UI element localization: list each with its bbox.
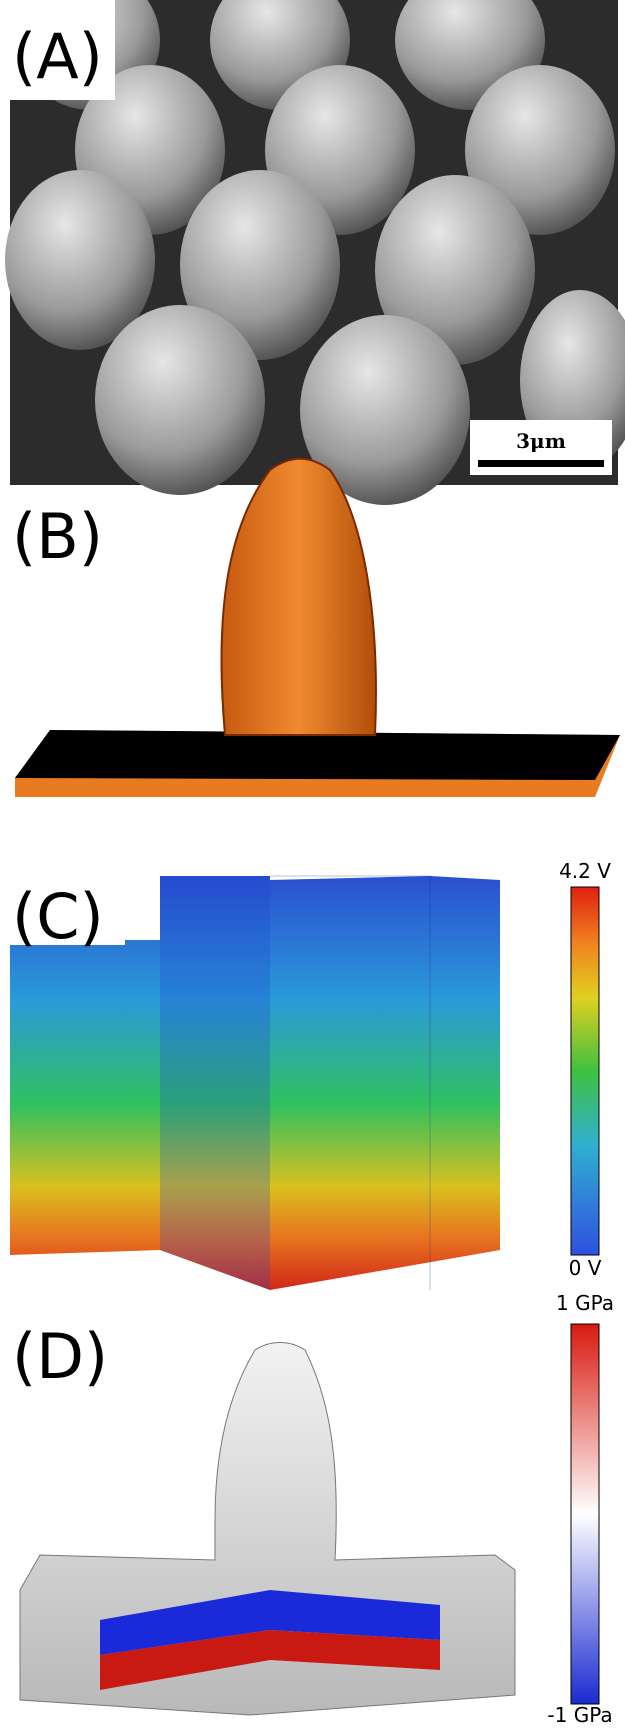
shade [160, 876, 270, 1290]
figure: (A) 3μm (B) (C) 4.2 V 0 V (D) 1 GPa -1 G… [0, 0, 625, 1729]
panel-c: (C) 4.2 V 0 V [10, 859, 611, 1290]
colorbar-min: 0 V [569, 1256, 602, 1280]
panel-a: (A) 3μm [5, 0, 625, 505]
panel-d: (D) 1 GPa -1 GPa [12, 1291, 614, 1727]
scale-bar [478, 460, 604, 467]
base-top [15, 730, 620, 780]
pillar [221, 459, 375, 735]
panel-label: (B) [12, 500, 103, 573]
colorbar-min: -1 GPa [547, 1703, 612, 1727]
colorbar-max: 1 GPa [556, 1291, 614, 1315]
panel-label: (C) [12, 880, 104, 953]
panel-label: (A) [12, 20, 103, 93]
colorbar-max: 4.2 V [559, 859, 611, 883]
page: {"panels": [ {"label": "(A)", "scale_bar… [0, 0, 625, 1729]
panel-b: (B) [12, 459, 620, 797]
colorbar [571, 887, 599, 1255]
colorbar [571, 1324, 599, 1704]
panel-label: (D) [12, 1320, 108, 1393]
scale-bar-label: 3μm [516, 429, 566, 453]
